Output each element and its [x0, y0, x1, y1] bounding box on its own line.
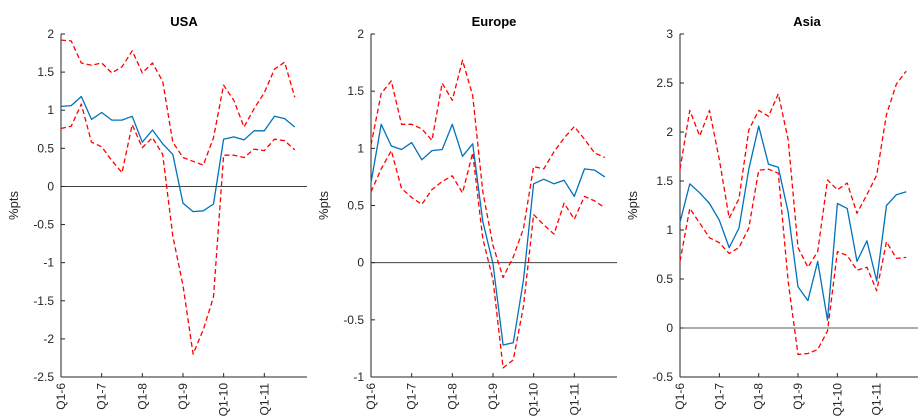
x-tick-label: Q1-8	[752, 383, 766, 410]
y-axis-label: %pts	[625, 191, 640, 220]
y-tick-label: -1	[353, 370, 364, 384]
y-tick-label: 3	[666, 27, 673, 41]
lower-band-line	[679, 168, 907, 356]
x-tick-label: Q1-9	[791, 383, 805, 410]
y-tick-label: -0.5	[343, 313, 364, 327]
y-tick-label: -2.5	[33, 370, 54, 384]
y-tick-label: -1.5	[33, 294, 54, 308]
chart-panel-europe: -1 -0.5 0 0.5 1 1.5 2 Q1-6 Q1-7 Q1-8 Q1-9 Q1-10 Q1-1…	[316, 14, 617, 416]
x-tick-label: Q1-6	[673, 383, 687, 410]
y-tick-label: 0	[357, 256, 364, 270]
x-tick-label: Q1-10	[217, 383, 231, 417]
y-tick-label: 1	[666, 223, 673, 237]
y-tick-label: 1.5	[37, 65, 54, 79]
x-tick-label: Q1-9	[486, 383, 500, 410]
upper-band-line	[60, 39, 296, 166]
y-tick-label: -2	[43, 332, 54, 346]
x-tick-label: Q1-7	[95, 383, 109, 410]
upper-band-line	[370, 59, 606, 279]
lower-band-line	[60, 103, 296, 355]
y-tick-label: -1	[43, 256, 54, 270]
x-tick-label: Q1-7	[712, 383, 726, 410]
y-tick-label: 2	[47, 27, 54, 41]
x-tick-label: Q1-6	[54, 383, 68, 410]
x-tick-label: Q1-8	[135, 383, 149, 410]
y-axis-label: %pts	[6, 191, 21, 220]
y-tick-label: 0.5	[37, 141, 54, 155]
x-tick-label: Q1-11	[257, 383, 271, 416]
y-tick-label: 0.5	[347, 199, 364, 213]
y-tick-label: 0	[47, 179, 54, 193]
y-tick-label: -0.5	[33, 218, 54, 232]
estimate-line	[679, 125, 907, 321]
y-tick-label: 2	[357, 27, 364, 41]
x-tick-label: Q1-10	[830, 383, 844, 417]
y-axis-label: %pts	[316, 191, 331, 220]
x-tick-label: Q1-6	[364, 383, 378, 410]
chart-title: USA	[170, 14, 198, 29]
y-tick-label: 2	[666, 125, 673, 139]
y-tick-label: -0.5	[652, 370, 673, 384]
y-tick-label: 2.5	[656, 76, 673, 90]
x-tick-label: Q1-11	[870, 383, 884, 416]
estimate-line	[60, 95, 296, 213]
estimate-line	[370, 123, 606, 346]
y-tick-label: 1.5	[347, 84, 364, 98]
y-tick-label: 0.5	[656, 272, 673, 286]
y-tick-label: 1.5	[656, 174, 673, 188]
x-tick-label: Q1-8	[445, 383, 459, 410]
x-tick-label: Q1-9	[176, 383, 190, 410]
y-tick-label: 0	[666, 321, 673, 335]
x-tick-label: Q1-11	[567, 383, 581, 416]
y-tick-label: 1	[357, 141, 364, 155]
x-tick-label: Q1-10	[527, 383, 541, 417]
upper-band-line	[679, 70, 907, 268]
chart-title: Europe	[472, 14, 517, 29]
chart-panel-usa: -2.5 -2 -1.5 -1 -0.5 0 0.5 1 1.5 2 Q1-6 Q1-7 Q1-8 Q1-…	[6, 14, 307, 416]
x-tick-label: Q1-7	[405, 383, 419, 410]
lower-band-line	[370, 149, 606, 369]
chart-title: Asia	[793, 14, 821, 29]
y-tick-label: 1	[47, 103, 54, 117]
chart-panel-asia: -0.5 0 0.5 1 1.5 2 2.5 3 Q1-6 Q1-7 Q1-8 Q1-9 Q1-10 Q1…	[625, 14, 918, 416]
